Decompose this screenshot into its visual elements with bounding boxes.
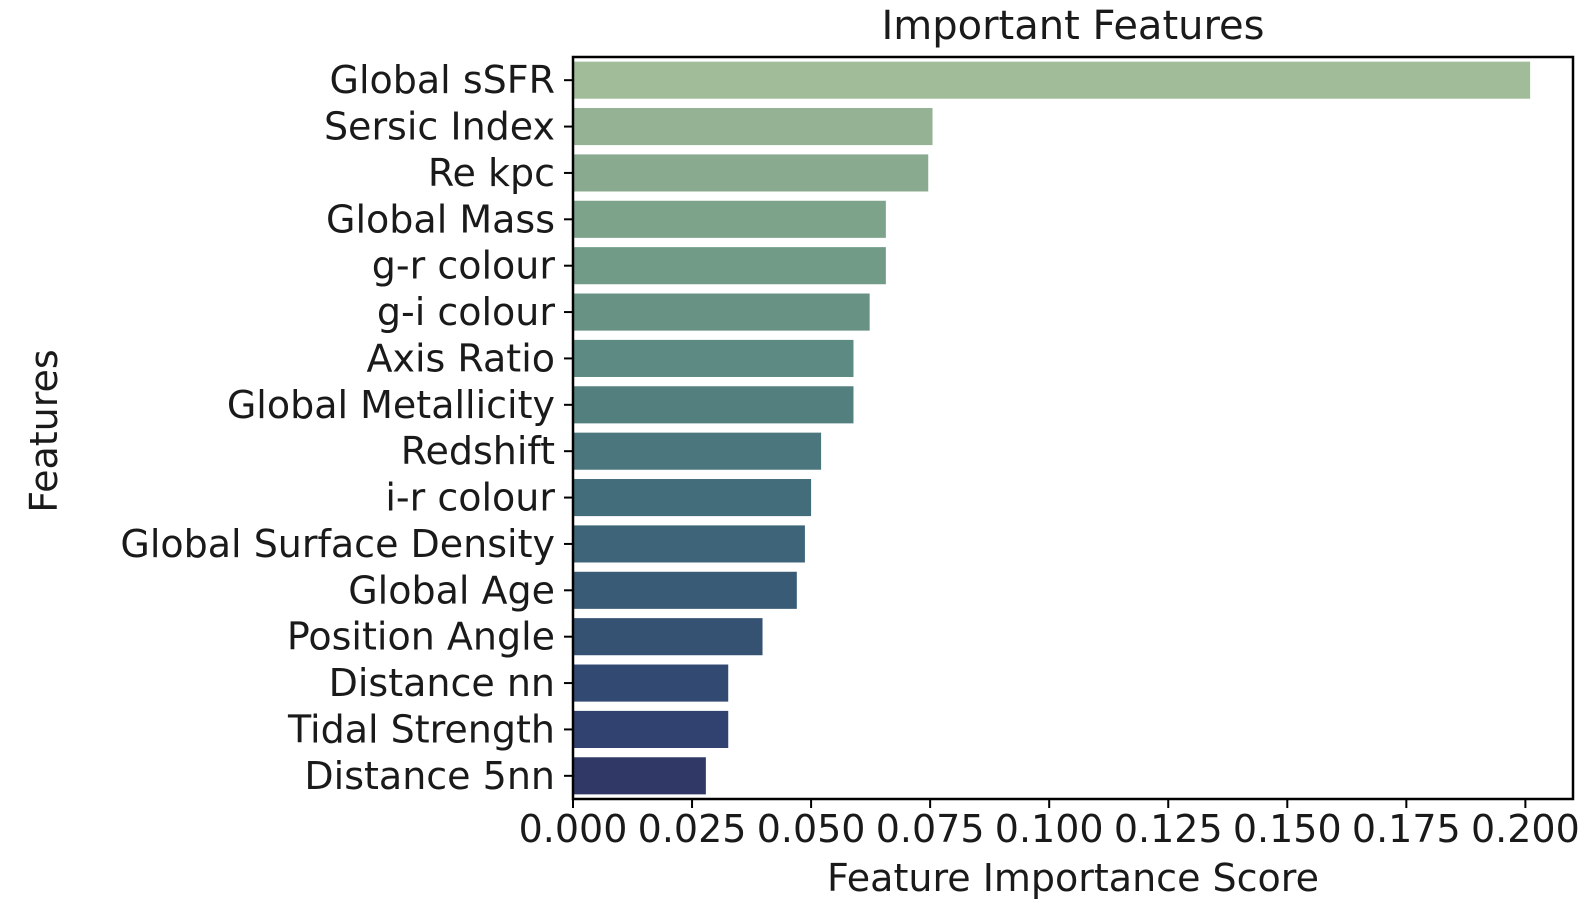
bar-i-r-colour xyxy=(573,479,812,517)
chart-title: Important Features xyxy=(881,3,1264,49)
category-label: Global Mass xyxy=(326,197,555,241)
category-label: Distance nn xyxy=(329,661,555,705)
category-label: Redshift xyxy=(401,429,555,473)
x-tick-label: 0.025 xyxy=(638,807,747,851)
x-tick-label: 0.175 xyxy=(1352,807,1461,851)
bar-tidal-strength xyxy=(573,710,729,748)
x-tick-label: 0.075 xyxy=(876,807,985,851)
category-label: Global sSFR xyxy=(330,58,555,102)
x-tick-label: 0.100 xyxy=(995,807,1104,851)
bar-position-angle xyxy=(573,618,763,656)
y-axis-label: Features xyxy=(22,349,66,512)
category-label: Tidal Strength xyxy=(287,707,555,751)
x-tick-label: 0.150 xyxy=(1233,807,1342,851)
category-label: Global Surface Density xyxy=(120,522,555,566)
x-ticks-group: 0.000 0.025 0.050 0.075 0.100 0.125 0.150 0.175… xyxy=(519,799,1580,851)
bar-redshift xyxy=(573,432,822,470)
bar-g-i-colour xyxy=(573,293,870,331)
category-label: Sersic Index xyxy=(324,105,555,149)
category-label: g-r colour xyxy=(372,244,556,288)
category-label: Distance 5nn xyxy=(304,754,555,798)
category-label: i-r colour xyxy=(385,476,555,520)
category-label: Re kpc xyxy=(428,151,555,195)
bar-distance-5nn xyxy=(573,757,706,795)
x-tick-label: 0.200 xyxy=(1471,807,1580,851)
bar-global-metallicity xyxy=(573,386,854,424)
bar-distance-nn xyxy=(573,664,729,702)
bar-global-surface-density xyxy=(573,525,805,563)
bar-global-age xyxy=(573,571,797,609)
category-label: Position Angle xyxy=(287,615,555,659)
x-tick-label: 0.050 xyxy=(757,807,866,851)
bar-global-mass xyxy=(573,200,886,238)
bar-g-r-colour xyxy=(573,247,886,285)
x-tick-label: 0.000 xyxy=(519,807,628,851)
category-label: Global Metallicity xyxy=(227,383,555,427)
bars-group xyxy=(573,61,1531,795)
x-tick-label: 0.125 xyxy=(1114,807,1223,851)
bar-sersic-index xyxy=(573,108,933,146)
category-label: Global Age xyxy=(348,568,555,612)
bar-re-kpc xyxy=(573,154,929,192)
category-label: g-i colour xyxy=(377,290,556,334)
bar-global-ssfr xyxy=(573,61,1531,99)
x-axis-label: Feature Importance Score xyxy=(827,856,1319,900)
plot-frame xyxy=(571,55,1575,801)
bar-axis-ratio xyxy=(573,339,854,377)
category-label: Axis Ratio xyxy=(367,336,555,380)
